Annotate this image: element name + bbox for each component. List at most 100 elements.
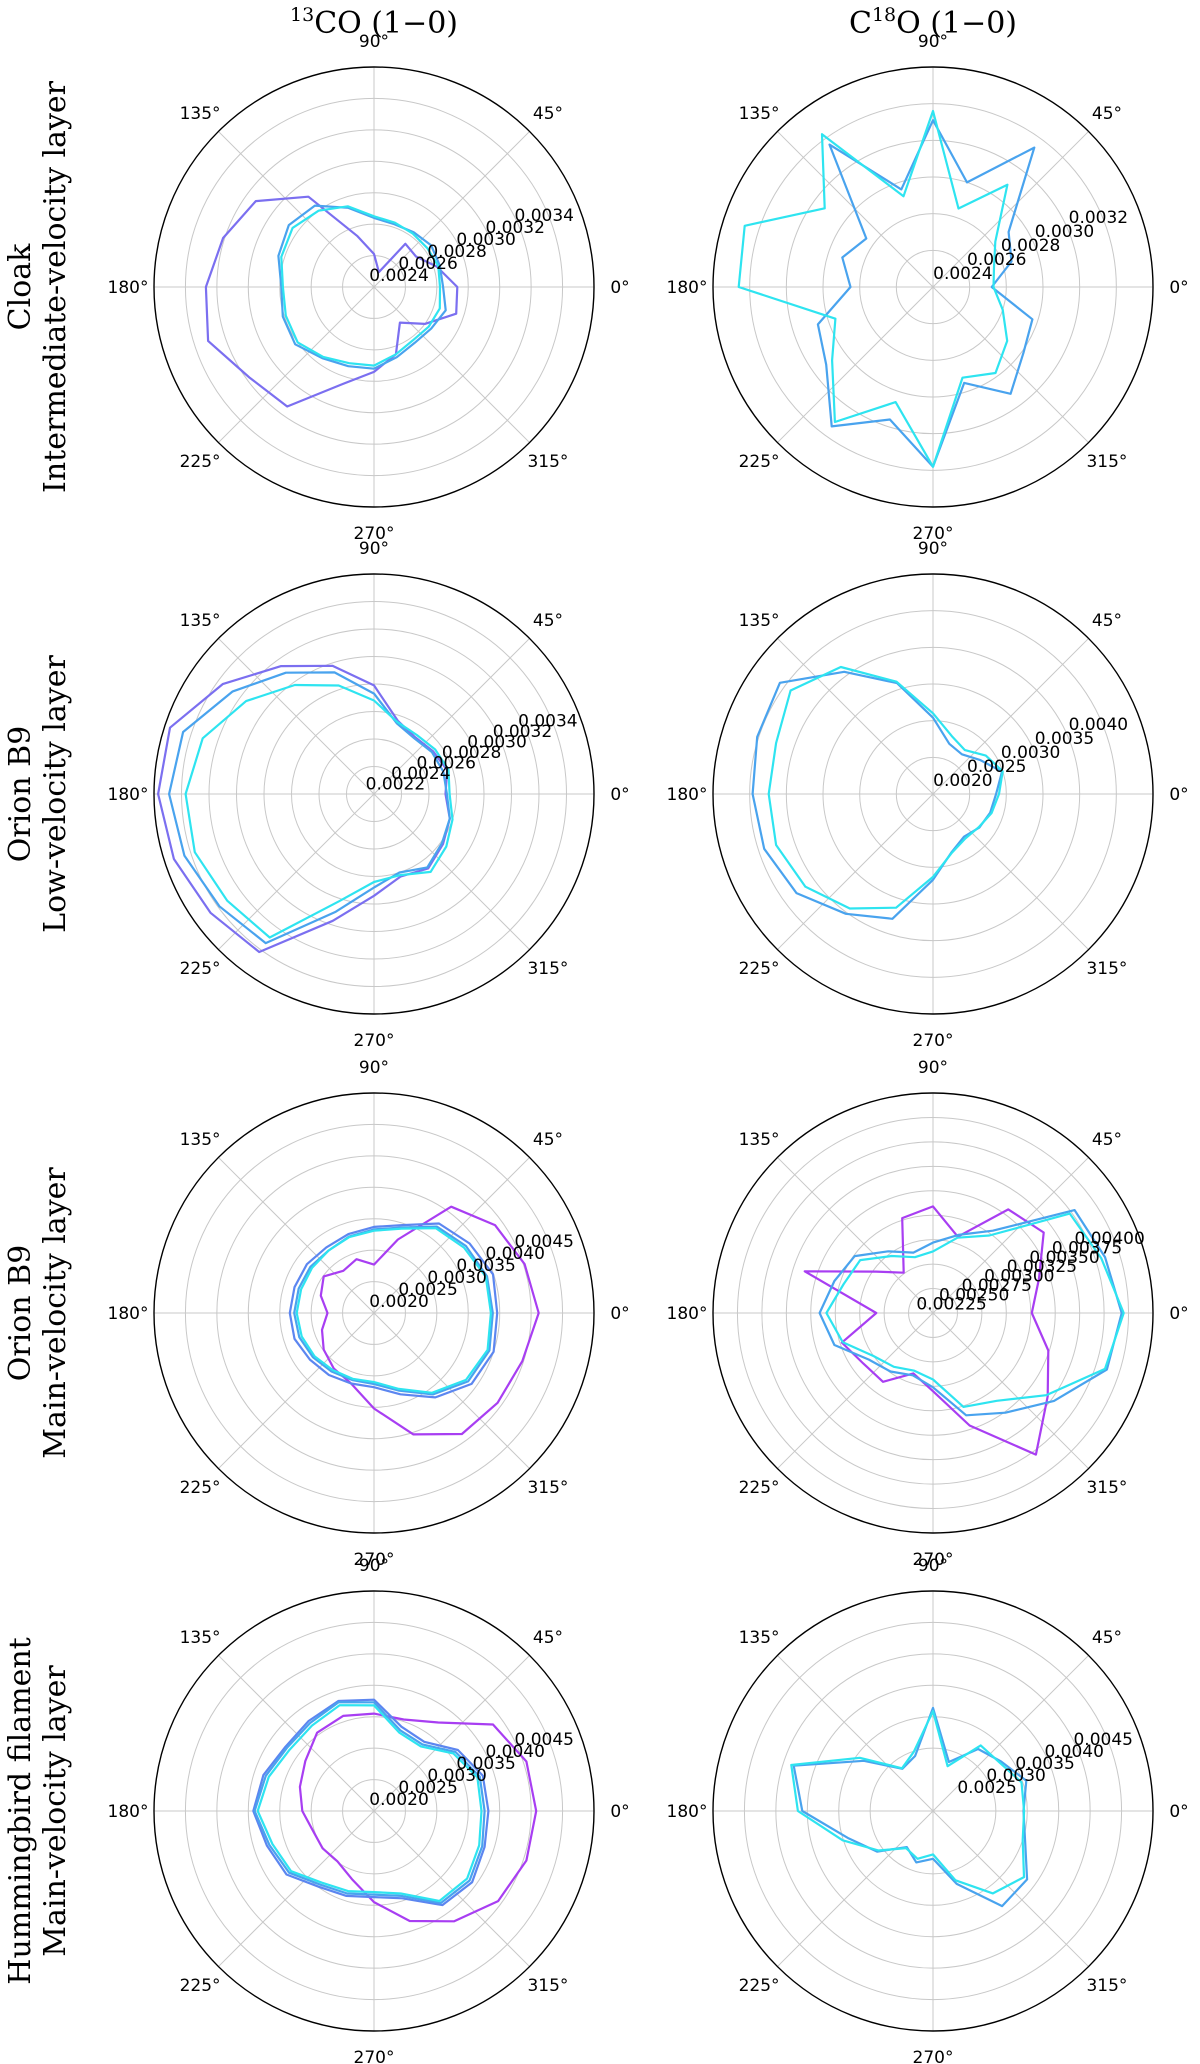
polar-frame — [712, 1092, 1154, 1534]
angular-grid-line — [373, 131, 530, 288]
row-label-line-2: Main-velocity layer — [38, 1665, 73, 1957]
angle-label: 0° — [610, 1802, 629, 1822]
angle-label: 45° — [1092, 611, 1122, 631]
angular-grid-line — [373, 1655, 530, 1812]
angle-label: 90° — [918, 1556, 948, 1576]
row-label-orion-low: Orion B9 Low-velocity layer — [3, 655, 73, 933]
angle-label: 315° — [1086, 1478, 1127, 1498]
angular-grid-line — [373, 286, 530, 443]
row-label-line-1: Hummingbird filament — [3, 1637, 38, 1984]
angle-label: 225° — [180, 959, 221, 979]
radial-tick-label: 0.0034 — [514, 206, 573, 226]
angular-grid-line — [373, 1810, 530, 1967]
angular-grid-line — [218, 131, 375, 288]
angular-grid-line — [218, 1312, 375, 1469]
polar-frame — [153, 66, 595, 508]
angular-grid-line — [777, 1157, 934, 1314]
angle-label: 270° — [913, 524, 954, 544]
angle-label: 45° — [1092, 1628, 1122, 1648]
series-line-3 — [295, 1227, 492, 1394]
angular-grid-line — [932, 638, 1089, 795]
series-line-0 — [751, 670, 1004, 920]
angle-label: 0° — [1169, 1802, 1188, 1822]
angle-label: 135° — [739, 1628, 780, 1648]
angle-label: 180° — [108, 1802, 149, 1822]
polar-plot-3-0: 0° 45° 90° 135° 180° 225° 270° 315° 0.00200.0025… — [108, 1556, 630, 2064]
row-label-orion-main: Orion B9 Main-velocity layer — [3, 1167, 73, 1459]
angle-label: 270° — [913, 1550, 954, 1570]
angular-grid-line — [777, 286, 934, 443]
angle-label: 270° — [354, 524, 395, 544]
series-line-1 — [790, 1710, 1026, 1895]
angle-label: 315° — [527, 1478, 568, 1498]
angle-label: 270° — [913, 1031, 954, 1051]
angle-label: 270° — [354, 1031, 395, 1051]
angle-label: 180° — [667, 1304, 708, 1324]
angle-label: 135° — [739, 104, 780, 124]
angle-label: 45° — [1092, 1130, 1122, 1150]
series-line-1 — [252, 1698, 490, 1907]
polar-plot-0-1: 0° 45° 90° 135° 180° 225° 270° 315° 0.00240.0026… — [667, 32, 1189, 544]
radial-tick-label: 0.0034 — [518, 711, 577, 731]
row-label-line-2: Low-velocity layer — [38, 655, 73, 933]
polar-plots: 0°45°90°135°180°225°270°315°0.00240.0026… — [108, 32, 1189, 2064]
angular-grid-line — [932, 131, 1089, 288]
radial-tick-label: 0.0024 — [369, 266, 428, 286]
radial-tick-label: 0.0045 — [1073, 1730, 1132, 1750]
angle-label: 225° — [739, 959, 780, 979]
angle-label: 225° — [739, 452, 780, 472]
angle-label: 180° — [667, 785, 708, 805]
polar-plot-2-0: 0° 45° 90° 135° 180° 225° 270° 315° 0.00200.0025… — [108, 1058, 630, 1570]
polar-plot-1-1: 0° 45° 90° 135° 180° 225° 270° 315° 0.00200.0025… — [667, 539, 1189, 1051]
series-line-0 — [816, 119, 1036, 468]
angle-label: 135° — [180, 1628, 221, 1648]
radial-tick-label: 0.0030 — [986, 1766, 1045, 1786]
radial-tick-label: 0.0024 — [391, 764, 450, 784]
angle-label: 90° — [918, 1058, 948, 1078]
series-line-0 — [803, 1205, 1050, 1456]
angle-label: 0° — [1169, 278, 1188, 298]
polar-plot-1-0: 0° 45° 90° 135° 180° 225° 270° 315° 0.00220.0024… — [108, 539, 630, 1051]
angle-label: 315° — [527, 452, 568, 472]
radial-tick-label: 0.0032 — [493, 722, 552, 742]
polar-frame — [153, 573, 595, 1015]
angular-grid-line — [777, 793, 934, 950]
polar-frame — [712, 66, 1154, 508]
radial-tick-label: 0.0045 — [514, 1232, 573, 1252]
radial-tick-label: 0.0025 — [957, 1778, 1016, 1798]
angle-label: 225° — [180, 452, 221, 472]
angle-label: 135° — [739, 1130, 780, 1150]
radial-tick-label: 0.0040 — [485, 1244, 544, 1264]
angle-label: 180° — [108, 278, 149, 298]
radial-tick-label: 0.00325 — [1007, 1257, 1077, 1277]
radial-tick-label: 0.0035 — [1015, 1754, 1074, 1774]
series-line-3 — [256, 1704, 483, 1903]
series-line-1 — [737, 109, 1009, 468]
angular-grid-line — [218, 1810, 375, 1967]
angle-label: 0° — [1169, 1304, 1188, 1324]
angle-label: 225° — [180, 1478, 221, 1498]
angular-grid-line — [218, 793, 375, 950]
angle-label: 180° — [108, 1304, 149, 1324]
radial-tick-label: 0.00350 — [1029, 1248, 1099, 1268]
radial-tick-label: 0.0030 — [467, 732, 526, 752]
radial-tick-label: 0.0030 — [1035, 222, 1094, 242]
radial-tick-label: 0.00225 — [916, 1295, 986, 1315]
radial-tick-label: 0.0020 — [933, 771, 992, 791]
angle-label: 270° — [913, 2048, 954, 2064]
row-label-cloak: Cloak Intermediate-velocity layer — [3, 80, 73, 493]
series-line-1 — [767, 665, 1004, 910]
radial-tick-label: 0.0035 — [1035, 729, 1094, 749]
angle-label: 180° — [667, 278, 708, 298]
angle-label: 225° — [739, 1478, 780, 1498]
radial-tick-label: 0.00375 — [1052, 1239, 1122, 1259]
angle-label: 0° — [610, 1304, 629, 1324]
radial-tick-label: 0.0026 — [398, 254, 457, 274]
angular-grid-line — [932, 1810, 1089, 1967]
angular-grid-line — [777, 1312, 934, 1469]
angular-grid-line — [373, 1157, 530, 1314]
series-line-0 — [157, 664, 451, 954]
radial-tick-label: 0.0040 — [1044, 1742, 1103, 1762]
polar-plot-3-1: 0° 45° 90° 135° 180° 225° 270° 315° 0.00250.0030… — [667, 1556, 1189, 2064]
angular-grid-line — [932, 1655, 1089, 1812]
